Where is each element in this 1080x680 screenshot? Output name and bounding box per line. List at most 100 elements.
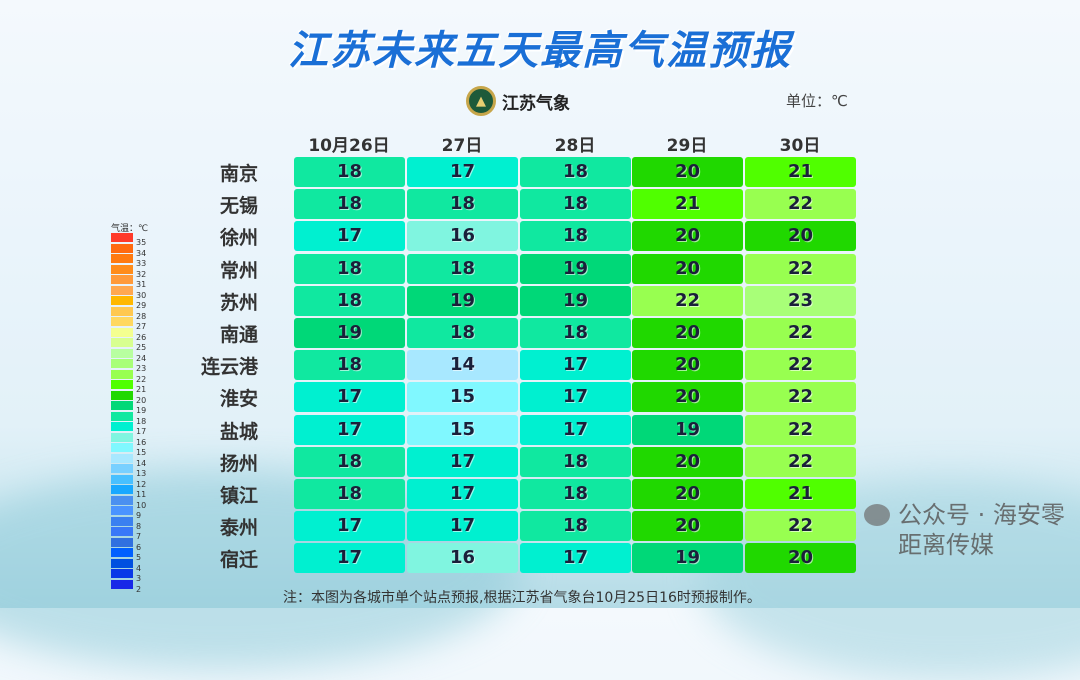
legend-swatch (111, 506, 133, 515)
legend-swatch (111, 285, 133, 295)
legend-label: 20 (136, 395, 147, 405)
temperature-cell: 20 (632, 382, 743, 413)
legend-swatch (111, 401, 133, 410)
legend-label: 19 (136, 406, 147, 415)
city-label: 淮安 (219, 388, 258, 411)
legend-swatch (111, 558, 133, 568)
logo-seal-icon: ▲ (466, 86, 496, 116)
legend-swatch (111, 359, 133, 368)
temperature-cell: 17 (294, 543, 405, 574)
legend-label: 22 (136, 374, 147, 384)
city-label: 常州 (219, 259, 258, 282)
temperature-cell: 17 (294, 382, 405, 413)
temperature-cell: 16 (407, 543, 518, 574)
legend-label: 31 (136, 280, 147, 289)
temperature-cell: 20 (632, 479, 743, 509)
city-label: 徐州 (219, 227, 258, 250)
city-label: 盐城 (219, 420, 258, 443)
temperature-cell: 18 (520, 221, 631, 252)
legend-label: 23 (136, 364, 147, 373)
legend-label: 10 (136, 500, 147, 510)
legend-label: 16 (136, 437, 147, 447)
temperature-cell: 17 (407, 157, 518, 187)
temperature-cell: 20 (632, 511, 743, 542)
temperature-cell: 21 (745, 479, 856, 509)
legend-swatch (111, 485, 133, 494)
legend-swatch (111, 338, 133, 347)
legend-swatch (111, 243, 133, 253)
temperature-cell: 18 (520, 479, 631, 509)
temperature-cell: 17 (407, 446, 518, 477)
legend-label: 35 (136, 238, 147, 247)
city-label: 南通 (219, 324, 258, 346)
temperature-cell: 18 (294, 446, 405, 477)
temperature-cell: 18 (407, 318, 518, 348)
temperature-cell: 20 (745, 221, 856, 252)
city-label: 连云港 (200, 356, 258, 379)
temperature-cell: 18 (520, 189, 631, 220)
legend-swatch (111, 464, 133, 473)
temperature-cell: 17 (520, 350, 631, 381)
temperature-cell: 22 (745, 414, 856, 445)
temperature-cell: 22 (745, 253, 856, 284)
legend-label: 24 (136, 353, 147, 363)
legend-swatch (111, 443, 133, 452)
legend-swatch (111, 411, 133, 421)
legend-label: 17 (136, 427, 147, 436)
legend-label: 34 (136, 248, 147, 258)
footnote: 注：本图为各城市单个站点预报,根据江苏省气象台10月25日16时预报制作。 (283, 590, 761, 606)
legend-label: 18 (136, 416, 147, 426)
watermark-text: 公众号 · 海安零距离传媒 (898, 501, 1065, 559)
city-label: 泰州 (219, 517, 258, 540)
temperature-cell: 18 (294, 350, 405, 381)
temperature-cell: 20 (632, 446, 743, 477)
temperature-cell: 17 (520, 382, 631, 413)
temperature-cell: 17 (294, 511, 405, 542)
legend-swatch (111, 495, 133, 505)
legend-swatch (111, 390, 133, 400)
temperature-cell: 18 (294, 285, 405, 316)
city-label: 南京 (219, 163, 258, 185)
legend-swatch (111, 516, 133, 526)
temperature-cell: 20 (632, 253, 743, 284)
temperature-cell: 19 (632, 543, 743, 574)
city-label: 宿迁 (219, 549, 258, 572)
temperature-cell: 18 (294, 253, 405, 284)
temperature-cell: 19 (520, 285, 631, 316)
legend-swatch (111, 275, 133, 284)
temperature-cell: 20 (632, 318, 743, 348)
legend-swatch (111, 569, 133, 578)
date-header: 30日 (779, 136, 821, 156)
legend-label: 5 (136, 553, 142, 562)
date-header: 28日 (554, 136, 596, 156)
unit-label: 单位：℃ (786, 92, 848, 110)
temperature-cell: 20 (632, 350, 743, 381)
legend-label: 28 (136, 311, 147, 321)
temperature-cell: 18 (294, 157, 405, 187)
legend-swatch (111, 474, 133, 484)
legend-label: 13 (136, 469, 147, 478)
date-header: 29日 (666, 136, 708, 156)
legend-swatch (111, 264, 133, 274)
legend-label: 14 (136, 458, 147, 468)
legend-swatch (111, 579, 133, 589)
temperature-cell: 22 (632, 285, 743, 316)
temperature-cell: 18 (407, 189, 518, 220)
legend-label: 27 (136, 322, 147, 331)
temperature-cell: 20 (745, 543, 856, 574)
temperature-cell: 22 (745, 446, 856, 477)
legend-label: 29 (136, 301, 147, 310)
legend-label: 7 (136, 532, 142, 541)
city-label: 镇江 (219, 485, 258, 507)
logo: ▲ 江苏气象 (466, 86, 570, 116)
temperature-cell: 18 (520, 446, 631, 477)
temperature-cell: 18 (294, 189, 405, 220)
legend-label: 9 (136, 511, 142, 520)
legend-swatch (111, 537, 133, 547)
legend-label: 6 (136, 542, 142, 552)
temperature-cell: 19 (632, 414, 743, 445)
temperature-cell: 18 (407, 253, 518, 284)
legend-label: 33 (136, 259, 147, 268)
legend-label: 11 (136, 490, 147, 499)
temperature-cell: 18 (520, 157, 631, 187)
